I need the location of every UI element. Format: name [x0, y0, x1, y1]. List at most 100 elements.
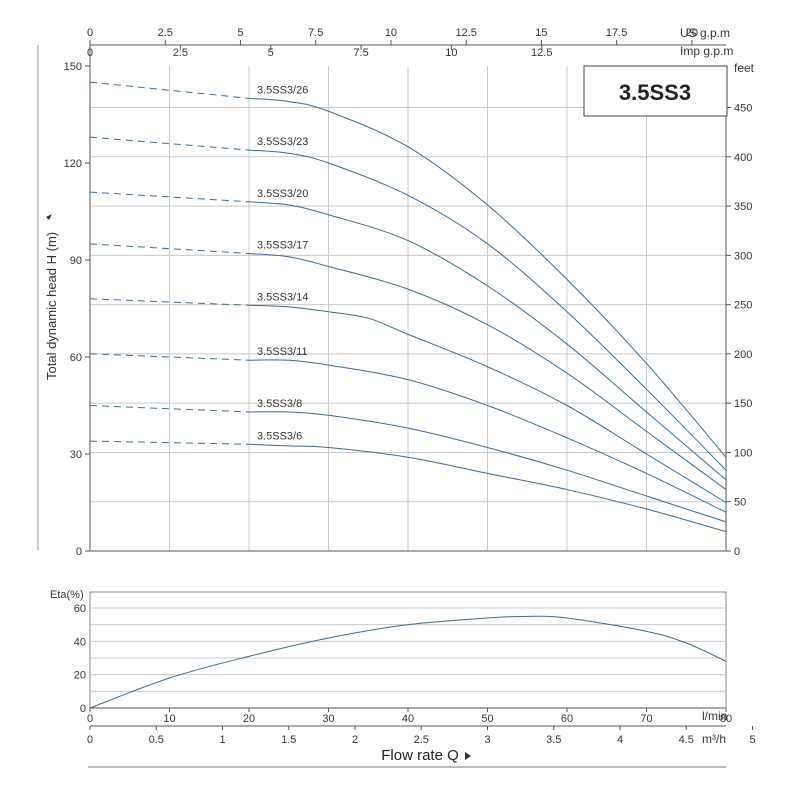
- lmin-tick-label: 20: [243, 713, 255, 725]
- lmin-tick-label: 40: [402, 713, 414, 725]
- eta-y-tick-label: 20: [74, 670, 86, 682]
- feet-tick-label: 200: [734, 349, 752, 361]
- head-y-tick-label: 0: [76, 546, 82, 558]
- lmin-tick-label: 0: [87, 713, 93, 725]
- imp-gpm-label: Imp g.p.m: [680, 44, 733, 58]
- m3h-tick-label: 2.5: [414, 734, 429, 746]
- head-curve-dashed: [89, 191, 250, 203]
- feet-axis-title: feet: [734, 61, 755, 75]
- us-gpm-tick-label: 10: [385, 27, 397, 39]
- chart-title-box: [583, 65, 728, 117]
- us-gpm-tick-label: 15: [535, 27, 547, 39]
- m3h-tick-label: 4: [617, 734, 623, 746]
- feet-tick-label: 250: [734, 300, 752, 312]
- m3h-tick-label: 0: [87, 734, 93, 746]
- chart-title: 3.5SS3: [619, 80, 691, 105]
- m3h-tick-label: 2: [352, 734, 358, 746]
- lmin-tick-label: 50: [481, 713, 493, 725]
- feet-tick-label: 400: [734, 152, 752, 164]
- head-curve-dashed: [89, 353, 250, 361]
- head-curve-dashed: [89, 243, 250, 255]
- head-curve-label: 3.5SS3/17: [257, 240, 308, 252]
- head-curve: [248, 201, 727, 481]
- head-y-tick-label: 150: [64, 61, 82, 73]
- head-axes: 0306090120150050100150200250300350400450…: [64, 27, 753, 558]
- feet-tick-label: 100: [734, 447, 752, 459]
- us-gpm-tick-label: 5: [237, 27, 243, 39]
- imp-gpm-tick-label: 10: [445, 47, 457, 59]
- m3h-tick-label: 3: [484, 734, 490, 746]
- head-curve-label: 3.5SS3/23: [257, 136, 308, 148]
- flow-rate-arrow: [465, 752, 471, 760]
- m3h-tick-label: 1: [219, 734, 225, 746]
- us-gpm-tick-label: 20: [686, 27, 698, 39]
- feet-tick-label: 450: [734, 103, 752, 115]
- head-curve-label: 3.5SS3/20: [257, 188, 308, 200]
- eta-y-tick-label: 40: [74, 636, 86, 648]
- feet-tick-label: 50: [734, 497, 746, 509]
- eta-grid: [89, 591, 727, 709]
- eta-axes: 0 20 40 60 0 10 20 30 40 50 60 70 80 0 0.5 1 1.5 2 2.5 3 3.5…: [74, 603, 756, 746]
- lmin-tick-label: 60: [561, 713, 573, 725]
- head-curve-label: 3.5SS3/6: [257, 430, 302, 442]
- feet-tick-label: 150: [734, 398, 752, 410]
- feet-tick-label: 0: [734, 546, 740, 558]
- lmin-tick-label: 70: [640, 713, 652, 725]
- imp-gpm-tick-label: 2.5: [173, 47, 188, 59]
- us-gpm-tick-label: 12.5: [455, 27, 476, 39]
- m3h-tick-label: 1.5: [281, 734, 296, 746]
- head-curve: [248, 304, 727, 503]
- head-curve-dashed: [89, 136, 250, 151]
- head-y-tick-label: 60: [70, 352, 82, 364]
- head-curve: [248, 253, 727, 490]
- head-curve-label: 3.5SS3/26: [257, 84, 308, 96]
- imp-gpm-tick-label: 0: [87, 47, 93, 59]
- head-axis-title: Total dynamic head H (m): [44, 232, 59, 380]
- eta-frame: [89, 591, 727, 709]
- head-curve-label: 3.5SS3/11: [257, 346, 308, 358]
- us-gpm-tick-label: 17.5: [606, 27, 627, 39]
- feet-tick-label: 350: [734, 201, 752, 213]
- imp-gpm-tick-label: 12.5: [531, 47, 552, 59]
- us-gpm-tick-label: 2.5: [158, 27, 173, 39]
- us-gpm-tick-label: 7.5: [308, 27, 323, 39]
- head-grid: [90, 66, 727, 551]
- head-curve: [248, 97, 727, 458]
- imp-gpm-tick-label: 5: [268, 47, 274, 59]
- us-gpm-label: US g.p.m: [680, 26, 730, 40]
- head-curve-label: 3.5SS3/8: [257, 398, 302, 410]
- head-curve-dashed: [89, 298, 250, 306]
- head-curve-label: 3.5SS3/14: [257, 291, 308, 303]
- eta-curve: [89, 615, 727, 709]
- lmin-axis-label: l/min: [702, 709, 727, 723]
- head-curve-dashed: [89, 440, 250, 445]
- head-curve: [248, 149, 727, 471]
- eta-y-tick-label: 60: [74, 603, 86, 615]
- head-curve: [248, 359, 727, 513]
- eta-y-tick-label: 0: [80, 703, 86, 715]
- m3h-tick-label: 0.5: [149, 734, 164, 746]
- m3h-tick-label: 4.5: [679, 734, 694, 746]
- lmin-tick-label: 30: [322, 713, 334, 725]
- eta-axis-title: Eta(%): [50, 589, 84, 601]
- head-curves: [89, 81, 727, 533]
- eta-curve-line: [89, 615, 727, 709]
- lmin-tick-label: 80: [720, 713, 732, 725]
- head-y-tick-label: 30: [70, 449, 82, 461]
- head-y-tick-label: 90: [70, 255, 82, 267]
- m3h-tick-label: 5: [749, 734, 755, 746]
- head-y-tick-label: 120: [64, 158, 82, 170]
- head-curve: [248, 411, 727, 523]
- feet-tick-label: 300: [734, 250, 752, 262]
- m3h-axis-label: m³/h: [702, 732, 726, 746]
- head-curve-dashed: [89, 81, 250, 99]
- flow-rate-title: Flow rate Q: [381, 747, 459, 764]
- us-gpm-tick-label: 0: [87, 27, 93, 39]
- head-curve-labels: 3.5SS3/26 3.5SS3/23 3.5SS3/20 3.5SS3/17 3.5S…: [257, 84, 308, 442]
- head-axis-arrow: [46, 214, 52, 220]
- m3h-tick-label: 3.5: [546, 734, 561, 746]
- head-curve: [248, 443, 727, 533]
- lmin-tick-label: 10: [163, 713, 175, 725]
- imp-gpm-tick-label: 7.5: [353, 47, 368, 59]
